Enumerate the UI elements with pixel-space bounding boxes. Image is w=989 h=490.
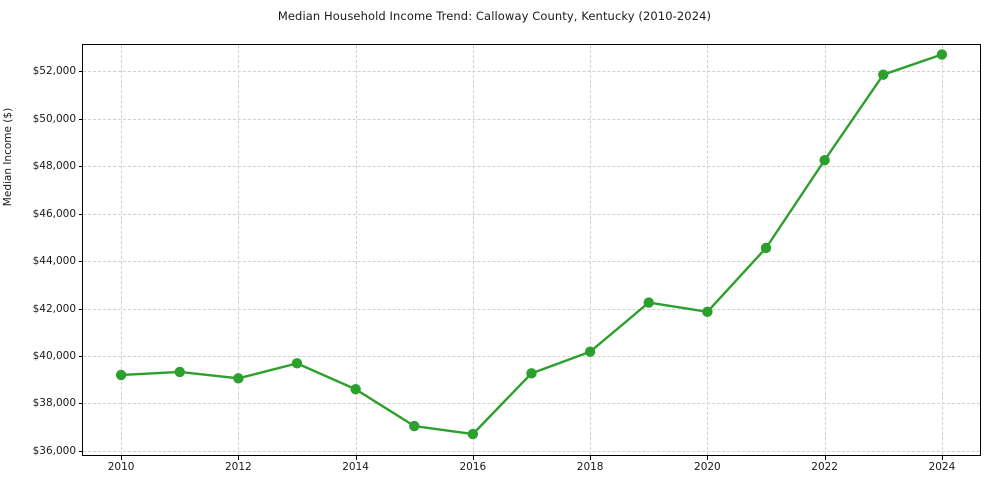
y-tick-label: $50,000: [32, 112, 76, 125]
y-tick-mark: [78, 118, 83, 120]
y-tick-label: $48,000: [32, 160, 76, 173]
y-tick-mark: [78, 261, 83, 263]
gridline-horizontal: [83, 356, 980, 357]
gridline-horizontal: [83, 213, 980, 215]
data-point-marker: [526, 368, 537, 379]
y-axis-label: Median Income ($): [2, 107, 14, 207]
gridline-vertical: [472, 45, 474, 455]
y-tick-mark: [78, 166, 83, 168]
x-tick-label: 2018: [576, 461, 604, 473]
x-tick-mark: [590, 455, 592, 460]
data-point-marker: [643, 297, 654, 308]
gridline-horizontal: [83, 403, 980, 405]
data-point-marker: [936, 49, 948, 60]
gridline-horizontal: [83, 71, 980, 73]
gridline-vertical: [941, 45, 943, 455]
plot-area: $36,000 $38,000 $40,000 $42,000 $44,000 $46,0…: [33, 44, 981, 473]
y-tick-label: $40,000: [32, 350, 76, 362]
gridline-vertical: [121, 45, 123, 455]
data-point-marker: [233, 373, 244, 384]
y-tick-label: $38,000: [32, 397, 76, 410]
x-tick-mark: [824, 455, 826, 460]
y-tick-label: $42,000: [32, 302, 76, 315]
data-point-marker: [584, 346, 596, 357]
x-tick-label: 2024: [928, 461, 956, 473]
x-tick-label: 2020: [694, 461, 721, 473]
y-tick-label: $36,000: [32, 444, 76, 457]
y-tick-mark: [78, 403, 83, 405]
chart-title: Median Household Income Trend: Calloway …: [277, 9, 712, 23]
x-tick-mark: [472, 455, 474, 460]
data-point-marker: [702, 306, 713, 318]
y-tick-label: $52,000: [32, 65, 76, 78]
data-point-marker: [819, 154, 830, 166]
y-tick-mark: [78, 450, 83, 452]
gridline-horizontal: [83, 450, 980, 452]
x-tick-label: 2022: [811, 461, 838, 473]
gridline-vertical: [824, 45, 826, 455]
gridline-horizontal: [83, 166, 980, 168]
gridline-horizontal: [83, 308, 980, 310]
x-tick-mark: [355, 455, 357, 460]
gridline-vertical: [238, 45, 240, 455]
data-point-marker: [467, 428, 479, 440]
y-tick-mark: [78, 308, 83, 310]
x-tick-label: 2012: [224, 461, 252, 473]
y-tick-label: $44,000: [32, 255, 76, 268]
x-tick-mark: [238, 455, 240, 460]
y-tick-mark: [78, 213, 83, 215]
gridline-vertical: [355, 45, 357, 455]
gridline-horizontal: [83, 118, 980, 120]
y-tick-mark: [78, 356, 83, 357]
x-tick-mark: [941, 455, 943, 460]
gridline-horizontal: [83, 261, 980, 263]
x-tick-label: 2014: [342, 461, 369, 473]
data-point-marker: [174, 366, 185, 378]
data-point-marker: [350, 384, 361, 395]
x-tick-label: 2016: [459, 461, 487, 473]
x-tick-mark: [707, 455, 709, 460]
data-point-marker: [878, 69, 889, 80]
gridline-vertical: [707, 45, 709, 455]
gridline-vertical: [590, 45, 592, 455]
data-point-marker: [291, 358, 303, 369]
data-series-line: [115, 49, 948, 440]
data-point-marker: [760, 242, 772, 254]
y-tick-mark: [78, 71, 83, 73]
data-point-marker: [115, 369, 127, 381]
x-tick-label: 2010: [107, 461, 135, 473]
y-tick-label: $46,000: [32, 207, 76, 220]
x-tick-mark: [121, 455, 123, 460]
data-point-marker: [409, 420, 420, 432]
